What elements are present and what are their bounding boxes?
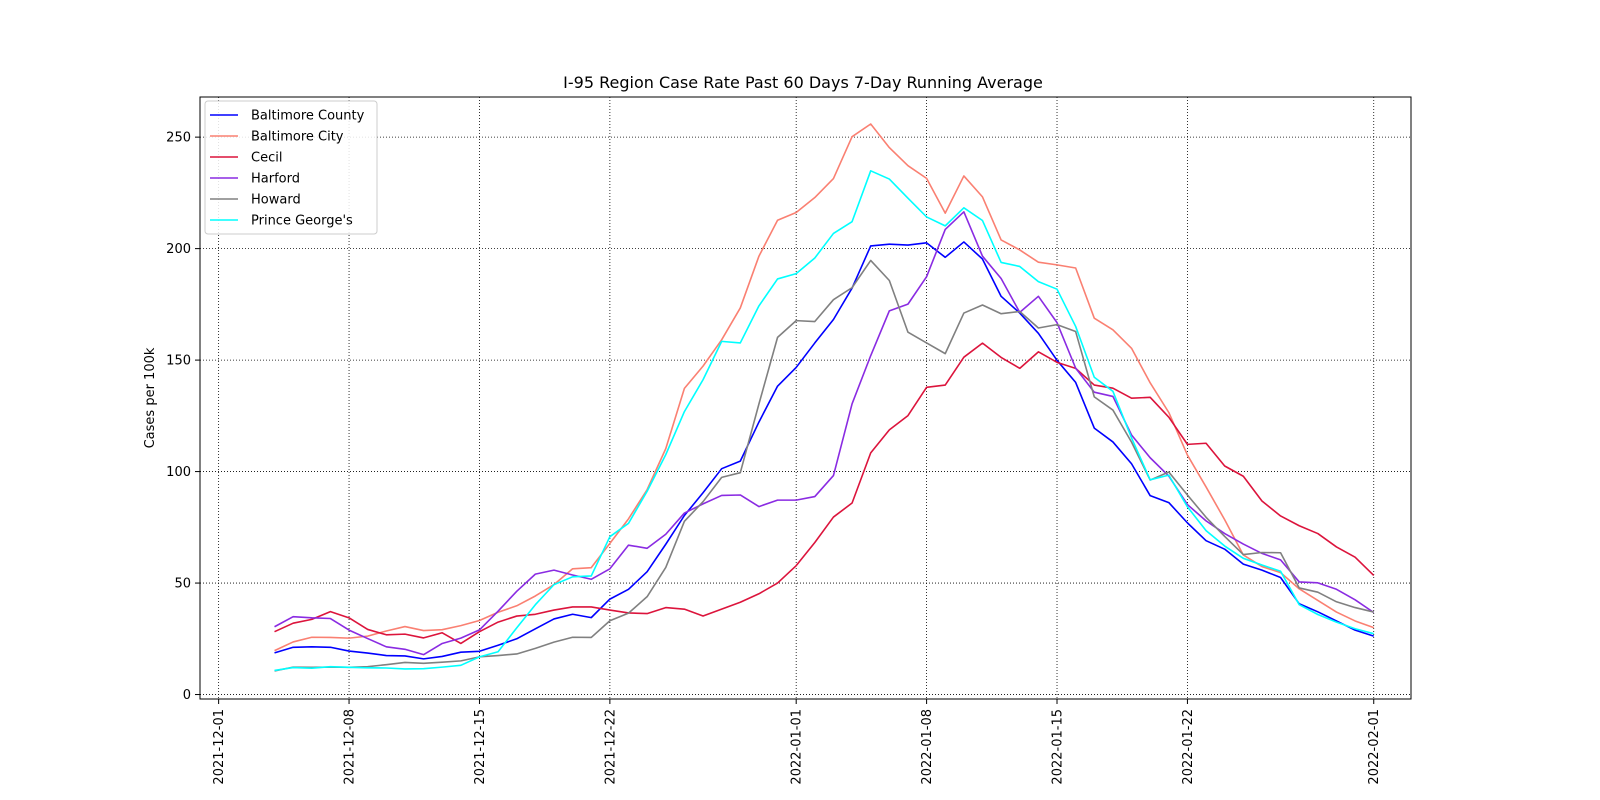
series-line-1 — [274, 123, 1375, 652]
legend-label: Prince George's — [251, 214, 353, 229]
legend: Baltimore County Baltimore City Cecil Harfo… — [204, 100, 378, 235]
y-axis-label: Cases per 100k — [143, 347, 158, 448]
series-line-3 — [274, 211, 1375, 656]
x-tick-label: 2021-12-15 — [473, 709, 488, 785]
legend-label: Howard — [251, 193, 301, 208]
chart-title: I-95 Region Case Rate Past 60 Days 7-Day… — [563, 73, 1043, 92]
gridlines — [200, 97, 1411, 699]
legend-label: Baltimore City — [251, 130, 344, 145]
y-tick-label: 0 — [183, 688, 191, 703]
legend-label: Cecil — [251, 151, 282, 166]
y-tick-label: 100 — [166, 465, 191, 480]
legend-label: Harford — [251, 172, 300, 187]
series-line-2 — [274, 342, 1375, 645]
x-tick-label: 2022-01-22 — [1181, 709, 1196, 785]
x-tick-label: 2021-12-08 — [343, 709, 358, 785]
x-tick-label: 2022-02-01 — [1367, 709, 1382, 785]
legend-box — [204, 100, 378, 235]
series-line-5 — [274, 170, 1374, 672]
series-line-4 — [274, 259, 1374, 672]
series-line-0 — [274, 241, 1374, 660]
x-tick-label: 2022-01-08 — [920, 709, 935, 785]
plot-frame — [199, 96, 1412, 700]
axis-ticks: 0 50 100 150 200 250 2021-12-01 2021-12-08 2021-… — [166, 131, 1382, 785]
legend-label: Baltimore County — [251, 109, 365, 124]
series-lines — [274, 123, 1375, 672]
x-tick-label: 2021-12-22 — [603, 709, 618, 785]
y-tick-label: 250 — [166, 131, 191, 146]
y-tick-label: 200 — [166, 242, 191, 257]
x-tick-label: 2022-01-15 — [1051, 709, 1066, 785]
x-tick-label: 2022-01-01 — [790, 709, 805, 785]
y-tick-label: 50 — [174, 577, 191, 592]
x-tick-label: 2021-12-01 — [212, 709, 227, 785]
y-tick-label: 150 — [166, 354, 191, 369]
